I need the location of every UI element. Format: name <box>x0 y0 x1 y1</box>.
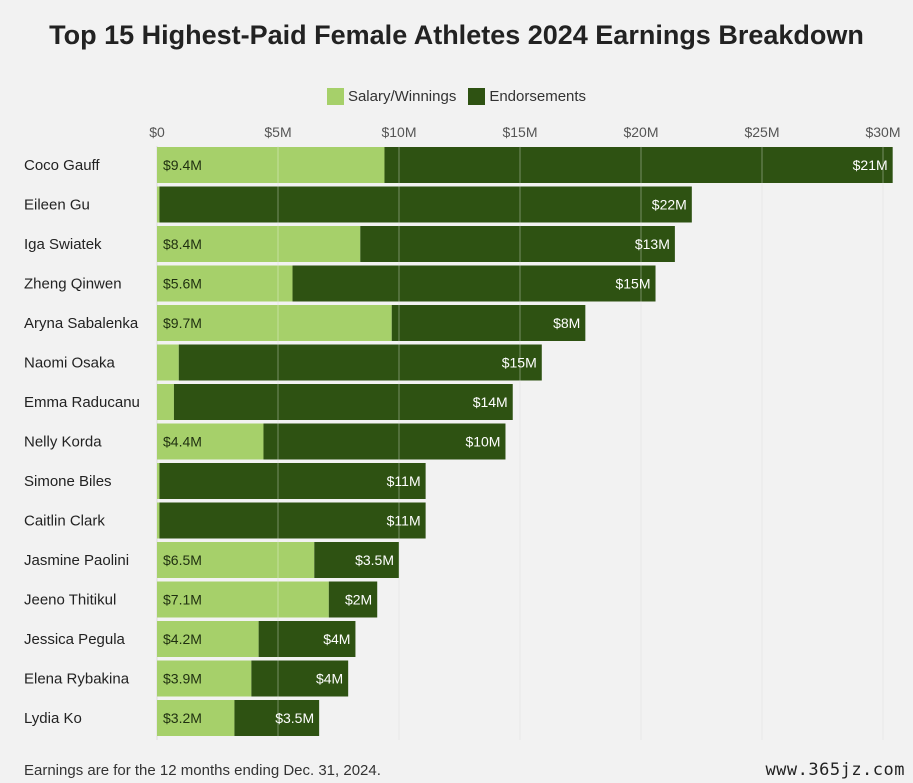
x-tick-label: $25M <box>744 124 779 140</box>
bar-endorsements <box>159 463 426 499</box>
bar-salary <box>157 660 252 697</box>
x-tick-label: $20M <box>623 124 658 140</box>
bar-endorsements <box>263 423 506 460</box>
bar-endorsements <box>328 581 378 618</box>
watermark: www.365jz.com <box>765 760 905 780</box>
bar-salary <box>157 147 385 183</box>
bar-chart: $0 $5M $10M $15M $20M $25M $30M Coco Gauff $9.4M… <box>24 124 901 740</box>
data-label-endorsements: $10M <box>465 434 500 450</box>
data-label-endorsements: $8M <box>553 315 580 331</box>
category-label: Caitlin Clark <box>24 513 105 530</box>
data-label-endorsements: $11M <box>387 513 421 529</box>
data-label-endorsements: $4M <box>316 671 343 687</box>
bar-salary <box>157 344 179 381</box>
legend: Salary/Winnings Endorsements <box>0 88 913 105</box>
bar-salary <box>157 463 160 499</box>
bar-salary <box>157 305 392 341</box>
legend-label-endorsements: Endorsements <box>489 88 587 105</box>
category-label: Emma Raducanu <box>24 394 140 411</box>
x-tick-label: $10M <box>381 124 416 140</box>
bar-salary <box>157 265 293 302</box>
bar-endorsements <box>159 502 426 539</box>
bar-salary <box>157 384 174 420</box>
data-label-salary: $7.1M <box>163 592 202 608</box>
bar-endorsements <box>159 186 692 223</box>
legend-item-salary: Salary/Winnings <box>326 88 457 105</box>
data-label-salary: $4.4M <box>163 434 202 450</box>
x-tick-label: $5M <box>264 124 291 140</box>
category-label: Jeeno Thitikul <box>24 592 116 609</box>
bar-endorsements <box>360 226 675 262</box>
data-label-salary: $3.9M <box>163 671 202 687</box>
category-label: Zheng Qinwen <box>24 276 122 293</box>
data-label-salary: $9.7M <box>163 315 202 331</box>
bar-salary <box>157 542 315 578</box>
data-label-endorsements: $4M <box>323 631 350 647</box>
bar-endorsements <box>173 384 513 420</box>
category-label: Naomi Osaka <box>24 355 116 372</box>
data-label-endorsements: $15M <box>615 276 650 292</box>
category-label: Aryna Sabalenka <box>24 315 139 332</box>
x-tick-label: $30M <box>865 124 900 140</box>
category-label: Jasmine Paolini <box>24 552 129 569</box>
bar-salary <box>157 700 235 736</box>
chart-title: Top 15 Highest-Paid Female Athletes 2024… <box>49 20 864 50</box>
legend-swatch-endorsements <box>468 88 486 105</box>
data-label-endorsements: $3.5M <box>355 552 394 568</box>
category-label: Simone Biles <box>24 473 112 490</box>
data-label-endorsements: $11M <box>387 473 421 489</box>
bar-salary <box>157 226 361 262</box>
data-label-endorsements: $13M <box>635 236 670 252</box>
x-tick-label: $0 <box>149 124 165 140</box>
category-label: Iga Swiatek <box>24 236 102 253</box>
data-label-endorsements: $21M <box>853 157 888 173</box>
bar-endorsements <box>178 344 542 381</box>
category-label: Coco Gauff <box>24 157 100 174</box>
data-label-salary: $5.6M <box>163 276 202 292</box>
bar-endorsements <box>314 542 399 578</box>
category-label: Lydia Ko <box>24 710 82 727</box>
legend-label-salary: Salary/Winnings <box>347 88 457 105</box>
bar-salary <box>157 502 160 539</box>
x-tick-label: $15M <box>502 124 537 140</box>
data-label-endorsements: $14M <box>473 394 508 410</box>
data-label-salary: $3.2M <box>163 710 202 726</box>
data-label-salary: $4.2M <box>163 631 202 647</box>
data-label-endorsements: $3.5M <box>275 710 314 726</box>
data-label-salary: $8.4M <box>163 236 202 252</box>
bar-endorsements <box>234 700 320 736</box>
bar-salary <box>157 581 329 618</box>
data-label-endorsements: $15M <box>502 355 537 371</box>
bar-salary <box>157 423 264 460</box>
bar-endorsements <box>391 305 586 341</box>
bar-endorsements <box>251 660 349 697</box>
data-label-endorsements: $22M <box>652 197 687 213</box>
bar-endorsements <box>384 147 893 183</box>
footnote: Earnings are for the 12 months ending De… <box>24 762 381 779</box>
data-label-salary: $6.5M <box>163 552 202 568</box>
legend-swatch-salary <box>326 88 344 105</box>
category-label: Elena Rybakina <box>24 671 130 688</box>
data-label-endorsements: $2M <box>345 592 372 608</box>
bar-endorsements <box>292 265 656 302</box>
data-label-salary: $9.4M <box>163 157 202 173</box>
bar-salary <box>157 621 259 657</box>
category-label: Nelly Korda <box>24 434 102 451</box>
category-label: Eileen Gu <box>24 197 90 214</box>
legend-item-endorsements: Endorsements <box>468 88 586 105</box>
bar-endorsements <box>258 621 356 657</box>
bar-salary <box>157 186 160 223</box>
category-label: Jessica Pegula <box>24 631 126 648</box>
